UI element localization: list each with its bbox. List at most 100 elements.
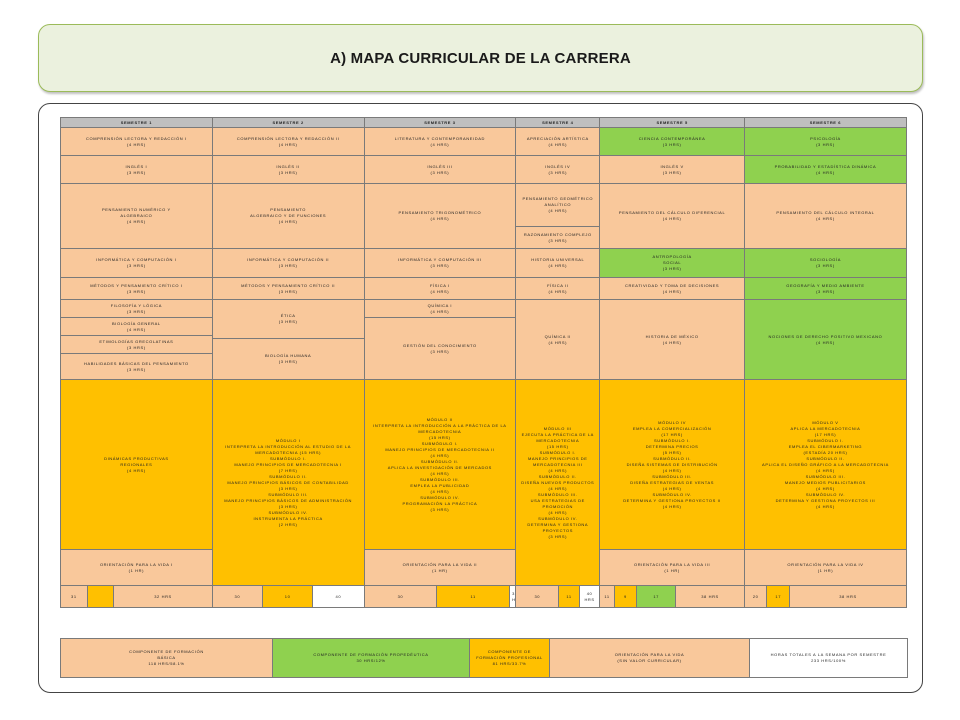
cell-line: USA ESTRATEGIAS DE PROMOCIÓN xyxy=(530,497,585,509)
subject-cell: INFORMÁTICA Y COMPUTACIÓN II (3 HRS) xyxy=(211,248,365,278)
cell-line: SUBMÓDULO III. xyxy=(268,491,308,497)
cell-line: INFORMÁTICA Y COMPUTACIÓN I xyxy=(96,257,177,262)
cell-line: MÉTODOS Y PENSAMIENTO CRÍTICO I xyxy=(90,282,183,288)
cell-line: SUBMÓDULO I. xyxy=(653,437,691,443)
subject-cell: ORIENTACIÓN PARA LA VIDA III (1 HR) xyxy=(599,549,745,586)
cell-line: ANALÍTICO xyxy=(544,202,572,207)
cell-line: (3 HRS) xyxy=(278,485,298,491)
cell-line: SUBMÓDULO II. xyxy=(538,473,577,479)
cell-line: INGLÉS III xyxy=(427,163,453,169)
cell-line: ANTROPOLOGÍA xyxy=(652,254,692,259)
cell-line: COMPRENSIÓN LECTORA Y REDACCIÓN I xyxy=(86,135,187,141)
cell-line: INGLÉS II xyxy=(276,163,300,169)
cell-line: SUBMÓDULO III. xyxy=(537,491,578,497)
subject-cell: FÍSICA II (4 HRS) xyxy=(515,277,601,300)
cell-line: QUÍMICA II xyxy=(544,333,571,339)
cell-line: PROBABILIDAD Y ESTADÍSTICA DINÁMICA xyxy=(774,163,877,169)
cell-line: COMPONENTE DE FORMACIÓN xyxy=(129,649,204,654)
legend-table: COMPONENTE DE FORMACIÓN BÁSICA 118 HRS/58.… xyxy=(60,638,908,678)
subject-cell: GESTIÓN DEL CONOCIMIENTO (3 HRS) xyxy=(363,317,517,380)
cell-line: (3 HRS) xyxy=(816,141,835,147)
cell-line: SUBMÓDULO IV. xyxy=(652,491,692,497)
title-banner: A) MAPA CURRICULAR DE LA CARRERA xyxy=(38,24,923,92)
cell-line: (3 HRS) xyxy=(278,169,298,175)
cell-line: PENSAMIENTO xyxy=(270,207,306,212)
total-cell: 38 HRS xyxy=(675,585,745,608)
subject-cell: PENSAMIENTO GEOMÉTRICO ANALÍTICO (4 HRS) xyxy=(515,183,601,227)
cell-line: EMPLEA LA COMERCIALIZACIÓN xyxy=(632,425,712,431)
cell-line: (3 HRS) xyxy=(127,344,146,350)
module-cell: MÓDULO I INTERPRETA LA INTRODUCCIÓN AL ES… xyxy=(211,379,365,586)
subject-cell: BIOLOGÍA HUMANA (3 HRS) xyxy=(211,338,365,380)
total-cell: 31 xyxy=(60,585,88,608)
cell-line: MANEJO MEDIOS PUBLICITARIOS xyxy=(784,479,866,485)
cell-line: DETERMINA Y GESTIONA PROYECTOS III xyxy=(775,497,876,503)
cell-line: INSTRUMENTA LA PRÁCTICA xyxy=(253,515,323,521)
cell-line: INTERPRETA LA INTRODUCCIÓN AL ESTUDIO DE… xyxy=(225,443,352,449)
cell-line: MÓDULO IV xyxy=(658,419,687,425)
cell-line: MANEJO PRINCIPIOS BÁSICOS DE ADMINISTRAC… xyxy=(224,497,353,503)
subject-cell: INGLÉS III (3 HRS) xyxy=(363,155,517,184)
subject-cell: ORIENTACIÓN PARA LA VIDA I (1 HR) xyxy=(60,549,213,586)
subject-cell: LITERATURA Y CONTEMPORANEIDAD (4 HRS) xyxy=(363,127,517,156)
cell-line: (3 HRS) xyxy=(548,169,568,175)
cell-line: ALGEBRAICO xyxy=(120,213,153,218)
cell-line: (4 HRS) xyxy=(816,169,835,175)
cell-line: (4 HRS) xyxy=(127,326,146,332)
cell-line: DETERMINA Y GESTIONA PROYECTOS II xyxy=(623,497,722,503)
cell-line: BÁSICA xyxy=(157,655,176,660)
subject-cell: ORIENTACIÓN PARA LA VIDA IV (1 HR) xyxy=(743,549,908,586)
cell-line: INFORMÁTICA Y COMPUTACIÓN II xyxy=(247,257,330,262)
cell-line: SUBMÓDULO IV. xyxy=(538,515,578,521)
subject-cell: FILOSOFÍA Y LÓGICA (3 HRS) xyxy=(60,299,213,318)
total-cell: 30 xyxy=(363,585,438,608)
semester-header-row: SEMESTRE 1 SEMESTRE 2 SEMESTRE 3 SEMESTR… xyxy=(60,117,908,128)
cell-line: (4 HRS) xyxy=(548,141,568,147)
cell-line: GEOGRAFÍA Y MEDIO AMBIENTE xyxy=(786,282,865,288)
cell-line: DISEÑA ESTRATEGIAS DE VENTAS xyxy=(630,479,714,485)
cell-line: MÉTODOS Y PENSAMIENTO CRÍTICO II xyxy=(241,282,336,288)
cell-line: SUBMÓDULO I. xyxy=(539,449,576,455)
subject-cell: FÍSICA I (4 HRS) xyxy=(363,277,517,300)
subject-cell: CIENCIA CONTEMPORÁNEA (3 HRS) xyxy=(599,127,745,156)
cell-line: (3 HRS) xyxy=(548,533,568,539)
legend-basica: COMPONENTE DE FORMACIÓN BÁSICA 118 HRS/58.… xyxy=(60,638,273,678)
page-title: A) MAPA CURRICULAR DE LA CARRERA xyxy=(330,49,631,67)
total-cell: 40 xyxy=(312,585,365,608)
cell-line: QUÍMICA I xyxy=(427,302,453,308)
cell-line: EMPLEA EL CIBERMARKETING xyxy=(788,443,863,449)
cell-line: (17 HRS) xyxy=(814,431,837,437)
cell-line: MANEJO PRINCIPIOS BÁSICOS DE CONTABILIDA… xyxy=(227,479,349,485)
subject-cell: INGLÉS I (3 HRS) xyxy=(60,155,213,184)
total-cell: 30 xyxy=(515,585,560,608)
subject-cell: PENSAMIENTO DEL CÁLCULO DIFERENCIAL (4 HR… xyxy=(599,183,745,249)
cell-line: SUBMÓDULO I. xyxy=(421,440,459,446)
cell-line: MÓDULO I xyxy=(275,437,301,443)
subject-cell: PSICOLOGÍA (3 HRS) xyxy=(743,127,908,156)
totals-row: 31 32 HRS 30 10 40 30 11 39HRS 30 11 40 … xyxy=(60,585,908,608)
cell-line: (4 HRS) xyxy=(127,219,146,224)
cell-line: DISEÑA NUEVOS PRODUCTOS xyxy=(521,479,595,485)
subject-cell: ETIMOLOGÍAS GRECOLATINAS (3 HRS) xyxy=(60,335,213,354)
cell-line: (3 HRS) xyxy=(127,169,146,175)
cell-line: (3 HRS) xyxy=(278,503,298,509)
legend-profesional: COMPONENTE DE FORMACIÓN PROFESIONAL 81 HRS… xyxy=(469,638,550,678)
subject-cell: NOCIONES DE DERECHO POSITIVO MEXICANO (4 … xyxy=(743,299,908,380)
subject-cell: COMPRENSIÓN LECTORA Y REDACCIÓN I (4 HRS) xyxy=(60,127,213,156)
cell-line: (4 HRS) xyxy=(548,467,568,473)
cell-line: MERCADOTECNIA (15 HRS) xyxy=(255,449,322,455)
cell-line: (4 HRS) xyxy=(430,488,450,494)
cell-line: APLICA LA INVESTIGACIÓN DE MERCADOS xyxy=(387,464,492,470)
cell-line: ETIMOLOGÍAS GRECOLATINAS xyxy=(99,338,174,344)
cell-line: (4 HRS) xyxy=(548,485,568,491)
cell-line: (4 HRS) xyxy=(662,288,682,294)
cell-line: (1 HR) xyxy=(664,567,680,573)
subject-cell: ÉTICA (3 HRS) xyxy=(211,299,365,339)
total-cell: 20 xyxy=(743,585,768,608)
cell-line: SUBMÓDULO III. xyxy=(805,473,846,479)
cell-line: (4 HRS) xyxy=(816,467,835,473)
cell-line: (4 HRS) xyxy=(548,288,568,294)
module-cell: MÓDULO III EJECUTA LA PRÁCTICA DE LA MERCA… xyxy=(515,379,601,586)
subject-cell: DINÁMICAS PRODUCTIVAS REGIONALES (4 HRS) xyxy=(60,379,213,550)
cell-line: ORIENTACIÓN PARA LA VIDA xyxy=(614,652,685,657)
